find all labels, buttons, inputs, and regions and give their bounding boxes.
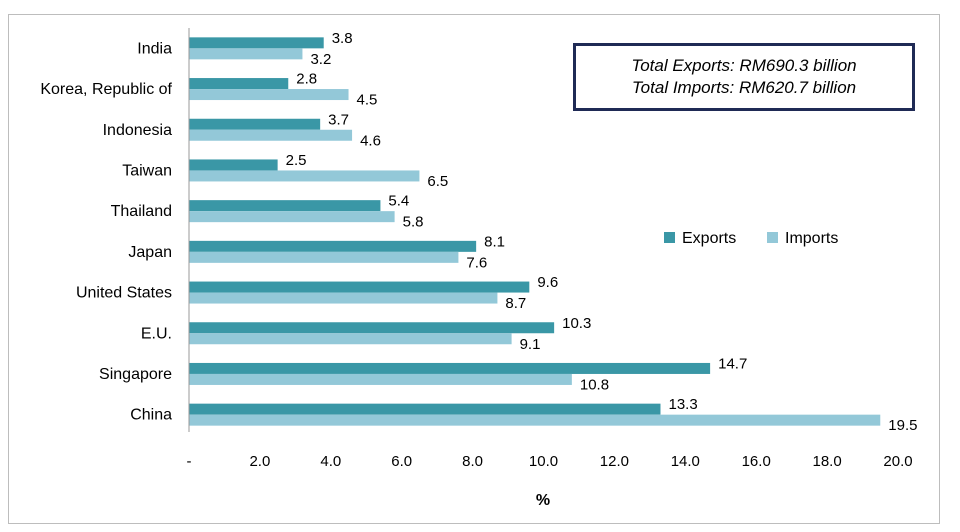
imports-value-label: 4.6 xyxy=(360,132,381,149)
category-label: E.U. xyxy=(141,325,172,342)
category-label: United States xyxy=(76,285,172,302)
imports-bar xyxy=(189,333,512,345)
x-tick-labels-group: - 2.0 4.0 6.0 8.0 10.0 12.0 14.0 16.0 18.0 20.0 xyxy=(187,453,913,470)
imports-bar xyxy=(189,170,420,182)
imports-bar xyxy=(189,211,395,223)
exports-bar xyxy=(189,159,278,171)
imports-bar xyxy=(189,414,881,426)
exports-value-label: 5.4 xyxy=(388,193,409,210)
exports-legend-label: Exports xyxy=(682,230,736,247)
imports-legend-label: Imports xyxy=(785,230,838,247)
x-tick-label: 12.0 xyxy=(600,453,629,470)
x-axis-label: % xyxy=(536,492,550,509)
imports-value-label: 10.8 xyxy=(580,376,609,393)
value-labels-group: 3.83.2 2.8 4.5 3.7 4.6 2.5 6.5 5.4 5.8 8.1 7.6 9.6 8… xyxy=(286,30,918,434)
legend: Exports Imports xyxy=(664,230,838,247)
exports-bar xyxy=(189,362,711,374)
bars-group xyxy=(189,37,881,426)
x-tick-label: 6.0 xyxy=(391,453,412,470)
x-tick-label: 20.0 xyxy=(883,453,912,470)
exports-bar xyxy=(189,200,381,212)
exports-value-label: 8.1 xyxy=(484,233,505,250)
exports-bar xyxy=(189,78,289,90)
imports-value-label: 19.5 xyxy=(888,417,917,434)
x-tick-label: 16.0 xyxy=(742,453,771,470)
x-tick-label: 18.0 xyxy=(812,453,841,470)
imports-value-label: 7.6 xyxy=(466,254,487,271)
total-imports-text: Total Imports: RM620.7 billion xyxy=(631,78,857,97)
category-label: Japan xyxy=(128,244,172,261)
imports-bar xyxy=(189,89,349,101)
category-labels-group: India Korea, Republic of Indonesia Taiwan Th… xyxy=(40,40,172,423)
exports-value-label: 14.7 xyxy=(718,355,747,372)
exports-value-label: 9.6 xyxy=(537,274,558,291)
imports-bar xyxy=(189,129,353,141)
exports-bar xyxy=(189,118,321,130)
exports-bar xyxy=(189,281,530,293)
category-label: Indonesia xyxy=(103,122,172,139)
category-label: Singapore xyxy=(99,366,172,383)
imports-bar xyxy=(189,48,303,60)
imports-bar xyxy=(189,251,459,263)
category-label: Korea, Republic of xyxy=(40,81,172,98)
category-label: Thailand xyxy=(111,203,172,220)
chart-frame xyxy=(8,14,940,524)
exports-bar xyxy=(189,240,477,252)
exports-legend-swatch xyxy=(664,232,675,243)
x-tick-label: 10.0 xyxy=(529,453,558,470)
imports-value-label: 5.8 xyxy=(403,214,424,231)
category-label: Taiwan xyxy=(122,162,172,179)
imports-value-label: 8.7 xyxy=(505,295,526,312)
imports-bar xyxy=(189,292,498,304)
x-tick-label: 4.0 xyxy=(320,453,341,470)
exports-bar xyxy=(189,403,661,415)
totals-summary-box: Total Exports: RM690.3 billion Total Imp… xyxy=(573,43,915,111)
exports-bar xyxy=(189,322,555,334)
exports-value-label: 13.3 xyxy=(668,396,697,413)
imports-bar xyxy=(189,373,572,385)
imports-value-label: 9.1 xyxy=(520,336,541,353)
x-tick-label: 14.0 xyxy=(671,453,700,470)
exports-value-label: 3.7 xyxy=(328,111,349,128)
x-tick-label: 2.0 xyxy=(249,453,270,470)
exports-value-label: 2.5 xyxy=(286,152,307,169)
imports-value-label: 6.5 xyxy=(427,173,448,190)
exports-value-label: 2.8 xyxy=(296,71,317,88)
exports-value-label: 3.8 xyxy=(332,30,353,47)
x-tick-label: 8.0 xyxy=(462,453,483,470)
imports-legend-swatch xyxy=(767,232,778,243)
imports-value-label: 3.2 xyxy=(310,51,331,68)
exports-value-label: 10.3 xyxy=(562,315,591,332)
total-exports-text: Total Exports: RM690.3 billion xyxy=(631,56,857,75)
imports-value-label: 4.5 xyxy=(357,92,378,109)
x-tick-label: - xyxy=(187,453,192,470)
category-label: China xyxy=(130,407,172,424)
category-label: India xyxy=(137,40,172,57)
exports-bar xyxy=(189,37,324,49)
